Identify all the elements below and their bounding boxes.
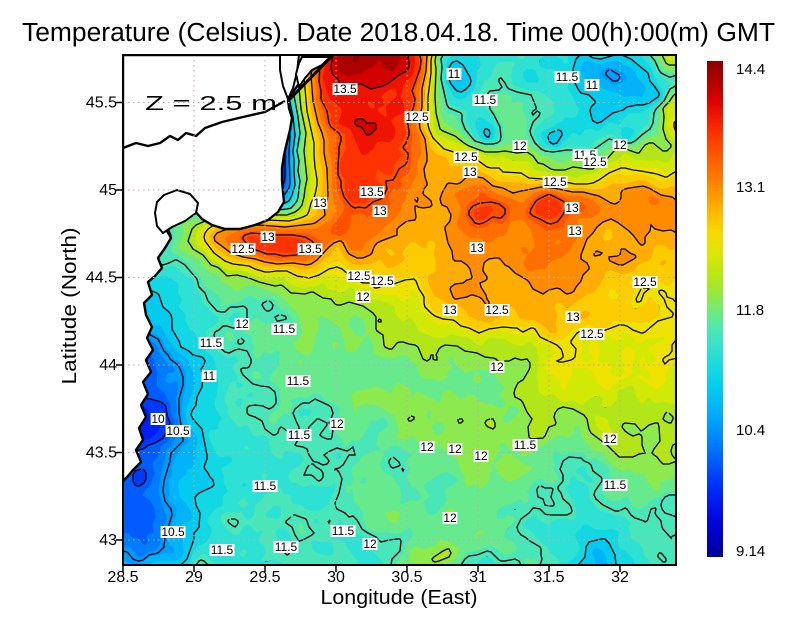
svg-text:13.5: 13.5 — [360, 185, 384, 199]
svg-text:13: 13 — [261, 230, 275, 244]
svg-text:11.5: 11.5 — [200, 336, 223, 350]
svg-text:12: 12 — [490, 360, 504, 374]
svg-text:12.5: 12.5 — [543, 175, 567, 189]
svg-text:11.8: 11.8 — [736, 302, 764, 319]
svg-text:12.5: 12.5 — [580, 327, 604, 341]
svg-text:11.5: 11.5 — [604, 478, 627, 492]
svg-text:10.4: 10.4 — [736, 422, 765, 439]
svg-text:31: 31 — [469, 569, 487, 586]
svg-text:12: 12 — [448, 442, 462, 456]
svg-text:43.5: 43.5 — [86, 445, 117, 462]
svg-text:11.5: 11.5 — [332, 524, 355, 538]
svg-text:11.5: 11.5 — [287, 374, 310, 388]
svg-text:13.1: 13.1 — [736, 179, 765, 196]
svg-text:13: 13 — [566, 310, 580, 324]
svg-text:43: 43 — [99, 532, 117, 549]
svg-text:12: 12 — [363, 537, 377, 551]
svg-text:12: 12 — [613, 138, 627, 152]
svg-text:14.4: 14.4 — [736, 61, 765, 78]
svg-text:12.5: 12.5 — [231, 242, 255, 256]
svg-text:12: 12 — [513, 139, 527, 153]
svg-text:44: 44 — [99, 357, 117, 374]
svg-text:Z = 2.5 m: Z = 2.5 m — [145, 93, 277, 115]
svg-text:11.5: 11.5 — [254, 479, 277, 493]
svg-text:9.14: 9.14 — [736, 543, 765, 560]
svg-text:10: 10 — [151, 412, 165, 426]
svg-text:11: 11 — [448, 67, 461, 81]
svg-text:11.5: 11.5 — [211, 543, 234, 557]
svg-text:30.5: 30.5 — [391, 569, 422, 586]
svg-text:12: 12 — [443, 511, 457, 525]
svg-text:29: 29 — [185, 569, 203, 586]
svg-text:10.5: 10.5 — [166, 424, 190, 438]
svg-text:12.5: 12.5 — [405, 110, 429, 124]
svg-text:12.5: 12.5 — [485, 303, 509, 317]
svg-text:12.5: 12.5 — [347, 269, 371, 283]
svg-text:Temperature (Celsius). Date 20: Temperature (Celsius). Date 2018.04.18. … — [22, 19, 775, 47]
svg-text:11.5: 11.5 — [288, 428, 311, 442]
svg-text:10.5: 10.5 — [161, 525, 185, 539]
svg-text:12.5: 12.5 — [583, 155, 607, 169]
svg-text:28.5: 28.5 — [107, 569, 138, 586]
svg-text:11.5: 11.5 — [273, 322, 296, 336]
svg-text:11.5: 11.5 — [556, 70, 579, 84]
svg-text:11: 11 — [203, 369, 216, 383]
svg-text:13: 13 — [463, 165, 477, 179]
svg-text:31.5: 31.5 — [533, 569, 564, 586]
svg-text:Longitude (East): Longitude (East) — [321, 587, 478, 609]
svg-text:12: 12 — [330, 417, 344, 431]
svg-text:32: 32 — [611, 569, 629, 586]
svg-text:45: 45 — [99, 182, 117, 199]
svg-text:29.5: 29.5 — [249, 569, 280, 586]
svg-text:13.5: 13.5 — [333, 82, 357, 96]
svg-text:30: 30 — [327, 569, 345, 586]
svg-text:45.5: 45.5 — [86, 95, 117, 112]
svg-text:13: 13 — [443, 303, 457, 317]
svg-text:Latitude (North): Latitude (North) — [59, 228, 81, 385]
svg-text:13: 13 — [470, 241, 484, 255]
svg-text:12.5: 12.5 — [454, 150, 478, 164]
svg-text:12.5: 12.5 — [633, 275, 657, 289]
svg-text:13: 13 — [373, 204, 387, 218]
svg-text:12: 12 — [603, 432, 617, 446]
svg-text:11.5: 11.5 — [275, 540, 298, 554]
svg-text:12.5: 12.5 — [370, 274, 394, 288]
svg-text:11.5: 11.5 — [514, 438, 537, 452]
svg-text:13: 13 — [565, 201, 579, 215]
svg-text:13: 13 — [568, 224, 582, 238]
svg-text:11.5: 11.5 — [474, 93, 497, 107]
svg-text:13: 13 — [313, 196, 327, 210]
svg-text:12: 12 — [420, 440, 434, 454]
svg-text:12: 12 — [474, 449, 488, 463]
svg-text:13.5: 13.5 — [298, 242, 322, 256]
svg-text:11: 11 — [586, 78, 599, 92]
svg-text:44.5: 44.5 — [86, 270, 117, 287]
svg-text:12: 12 — [235, 317, 249, 331]
svg-text:12: 12 — [356, 290, 370, 304]
